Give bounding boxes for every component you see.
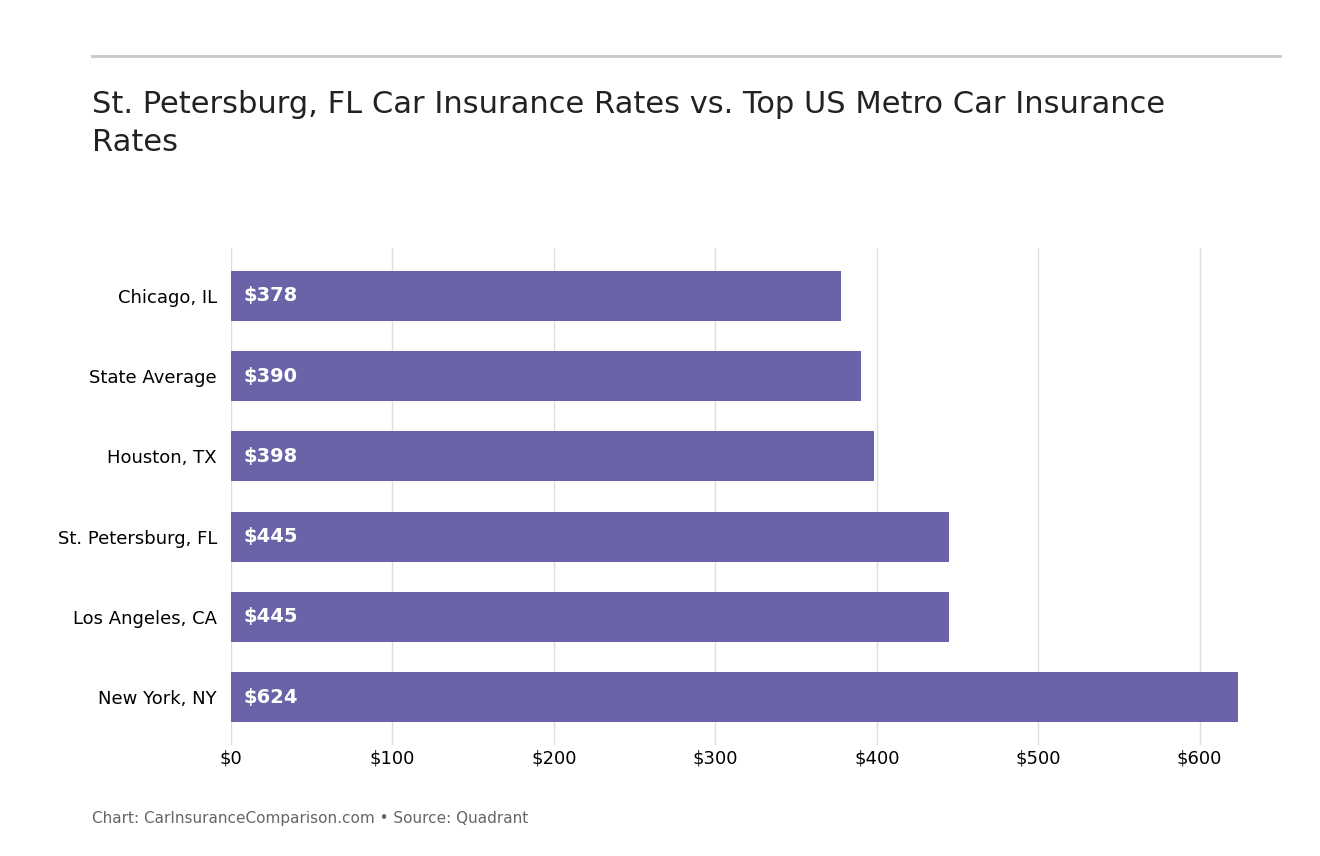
Text: $445: $445 [244, 527, 298, 546]
Bar [231, 351, 861, 401]
Text: $378: $378 [244, 286, 298, 306]
Text: $390: $390 [244, 366, 298, 385]
Bar [231, 270, 841, 321]
Text: Chart: CarInsuranceComparison.com • Source: Quadrant: Chart: CarInsuranceComparison.com • Sour… [92, 811, 528, 826]
Text: St. Petersburg, FL Car Insurance Rates vs. Top US Metro Car Insurance
Rates: St. Petersburg, FL Car Insurance Rates v… [92, 90, 1166, 158]
Bar [231, 512, 949, 562]
Text: $398: $398 [244, 447, 298, 466]
Text: $445: $445 [244, 608, 298, 627]
Bar [231, 672, 1238, 722]
Bar [231, 592, 949, 642]
Bar [231, 431, 874, 481]
Text: $624: $624 [244, 687, 298, 707]
